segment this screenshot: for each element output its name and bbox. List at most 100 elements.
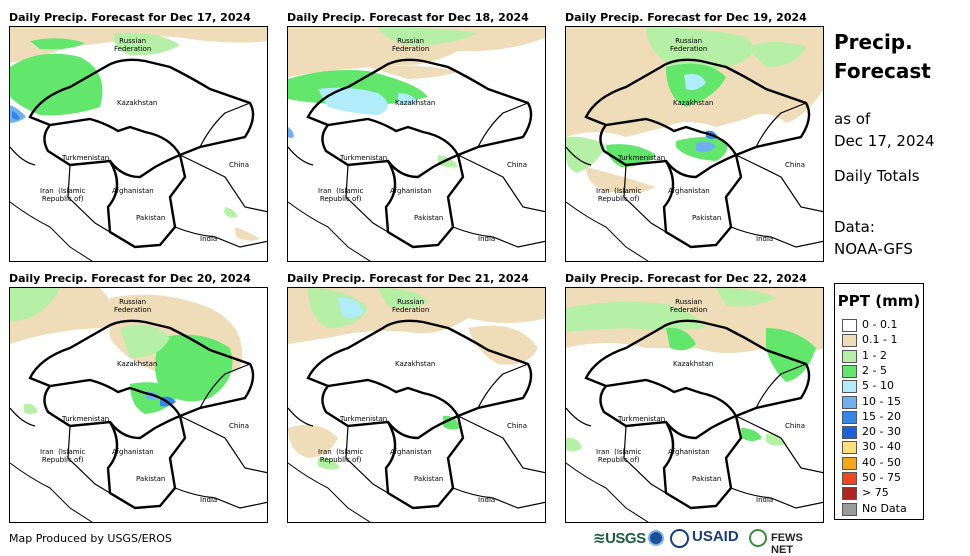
sidebar-title-line1: Precip. bbox=[834, 30, 913, 54]
legend-label: 2 - 5 bbox=[862, 363, 887, 377]
legend-swatch bbox=[842, 487, 857, 501]
precip-map-dec22 bbox=[566, 288, 823, 522]
precip-field bbox=[288, 288, 545, 470]
label-russia: Russian Federation bbox=[392, 298, 430, 314]
label-india: India bbox=[200, 235, 218, 243]
label-russia: Russian Federation bbox=[114, 37, 152, 53]
label-china: China bbox=[229, 161, 249, 169]
legend-label: No Data bbox=[862, 501, 907, 515]
panel-title-dec22: Daily Precip. Forecast for Dec 22, 2024 bbox=[565, 272, 807, 285]
legend-label: 50 - 75 bbox=[862, 471, 901, 484]
label-india: India bbox=[478, 235, 496, 243]
label-india: India bbox=[478, 496, 496, 504]
label-kazakhstan: Kazakhstan bbox=[673, 99, 714, 107]
asof-line2: Dec 17, 2024 bbox=[834, 132, 935, 150]
map-dec22: Russian Federation Kazakhstan Turkmenist… bbox=[565, 287, 824, 523]
label-iran: Iran (Islamic Republic of) bbox=[40, 187, 86, 203]
legend-label: > 75 bbox=[862, 486, 889, 500]
legend-label: 10 - 15 bbox=[862, 394, 901, 408]
legend-label: 0 - 0.1 bbox=[862, 318, 898, 331]
label-kazakhstan: Kazakhstan bbox=[395, 99, 436, 107]
fews-net-logo: FEWS NET bbox=[771, 532, 803, 556]
label-pakistan: Pakistan bbox=[136, 475, 166, 483]
precip-field bbox=[566, 27, 823, 194]
daily-totals-text: Daily Totals bbox=[834, 167, 920, 185]
legend-swatch bbox=[842, 502, 857, 516]
map-dec19: Russian Federation Kazakhstan Turkmenist… bbox=[565, 26, 824, 262]
usgs-logo: ≋USGS bbox=[593, 530, 646, 547]
legend-swatch bbox=[842, 380, 857, 394]
legend-label: 5 - 10 bbox=[862, 379, 894, 393]
data-source-line2: NOAA-GFS bbox=[834, 240, 913, 258]
label-turkmenistan: Turkmenistan bbox=[618, 154, 666, 162]
label-iran: Iran (Islamic Republic of) bbox=[596, 448, 642, 464]
label-turkmenistan: Turkmenistan bbox=[62, 154, 110, 162]
precip-map-dec21 bbox=[288, 288, 545, 522]
label-pakistan: Pakistan bbox=[692, 214, 722, 222]
label-russia: Russian Federation bbox=[670, 298, 708, 314]
label-afghanistan: Afghanistan bbox=[112, 187, 154, 195]
label-afghanistan: Afghanistan bbox=[390, 187, 432, 195]
label-india: India bbox=[756, 496, 774, 504]
credit-text: Map Produced by USGS/EROS bbox=[9, 532, 172, 545]
map-dec17: Russian Federation Kazakhstan Turkmenist… bbox=[9, 26, 268, 262]
label-kazakhstan: Kazakhstan bbox=[117, 360, 158, 368]
data-source-line1: Data: bbox=[834, 218, 875, 236]
legend-label: 0.1 - 1 bbox=[862, 333, 898, 347]
label-kazakhstan: Kazakhstan bbox=[117, 99, 158, 107]
asof-line1: as of bbox=[834, 110, 871, 128]
label-afghanistan: Afghanistan bbox=[390, 448, 432, 456]
precip-map-dec19 bbox=[566, 27, 823, 261]
precip-map-dec20 bbox=[10, 288, 267, 522]
label-russia: Russian Federation bbox=[670, 37, 708, 53]
panel-title-dec17: Daily Precip. Forecast for Dec 17, 2024 bbox=[9, 11, 251, 24]
label-turkmenistan: Turkmenistan bbox=[340, 415, 388, 423]
label-iran: Iran (Islamic Republic of) bbox=[318, 187, 364, 203]
label-turkmenistan: Turkmenistan bbox=[340, 154, 388, 162]
label-india: India bbox=[200, 496, 218, 504]
label-china: China bbox=[507, 422, 527, 430]
legend-swatch bbox=[842, 349, 857, 363]
legend-label: 20 - 30 bbox=[862, 425, 901, 439]
panel-title-dec20: Daily Precip. Forecast for Dec 20, 2024 bbox=[9, 272, 251, 285]
fews-net-icon bbox=[749, 529, 767, 547]
label-kazakhstan: Kazakhstan bbox=[673, 360, 714, 368]
label-turkmenistan: Turkmenistan bbox=[618, 415, 666, 423]
label-turkmenistan: Turkmenistan bbox=[62, 415, 110, 423]
label-iran: Iran (Islamic Republic of) bbox=[318, 448, 364, 464]
precip-map-dec17 bbox=[10, 27, 267, 261]
legend-swatch bbox=[842, 364, 857, 378]
label-china: China bbox=[785, 161, 805, 169]
panel-title-dec18: Daily Precip. Forecast for Dec 18, 2024 bbox=[287, 11, 529, 24]
legend-swatch bbox=[842, 426, 857, 440]
asof-text: as of Dec 17, 2024 bbox=[834, 108, 935, 152]
label-kazakhstan: Kazakhstan bbox=[395, 360, 436, 368]
sidebar-title: Precip. Forecast bbox=[834, 28, 931, 86]
label-pakistan: Pakistan bbox=[414, 475, 444, 483]
precip-map-dec18 bbox=[288, 27, 545, 261]
label-pakistan: Pakistan bbox=[136, 214, 166, 222]
label-afghanistan: Afghanistan bbox=[668, 448, 710, 456]
label-pakistan: Pakistan bbox=[692, 475, 722, 483]
label-india: India bbox=[756, 235, 774, 243]
panel-title-dec21: Daily Precip. Forecast for Dec 21, 2024 bbox=[287, 272, 529, 285]
label-iran: Iran (Islamic Republic of) bbox=[596, 187, 642, 203]
precip-field bbox=[288, 27, 545, 168]
panel-title-dec19: Daily Precip. Forecast for Dec 19, 2024 bbox=[565, 11, 807, 24]
usaid-logo: USAID bbox=[692, 528, 739, 545]
label-iran: Iran (Islamic Republic of) bbox=[40, 448, 86, 464]
legend-swatch bbox=[842, 410, 857, 424]
map-dec18: Russian Federation Kazakhstan Turkmenist… bbox=[287, 26, 546, 262]
label-russia: Russian Federation bbox=[392, 37, 430, 53]
label-china: China bbox=[785, 422, 805, 430]
map-dec20: Russian Federation Kazakhstan Turkmenist… bbox=[9, 287, 268, 523]
legend-swatch bbox=[842, 334, 857, 348]
legend-swatch bbox=[842, 472, 857, 485]
label-china: China bbox=[229, 422, 249, 430]
label-afghanistan: Afghanistan bbox=[112, 448, 154, 456]
map-dec21: Russian Federation Kazakhstan Turkmenist… bbox=[287, 287, 546, 523]
legend-label: 40 - 50 bbox=[862, 455, 901, 469]
sidebar-title-line2: Forecast bbox=[834, 59, 931, 83]
legend-label: 30 - 40 bbox=[862, 440, 901, 454]
